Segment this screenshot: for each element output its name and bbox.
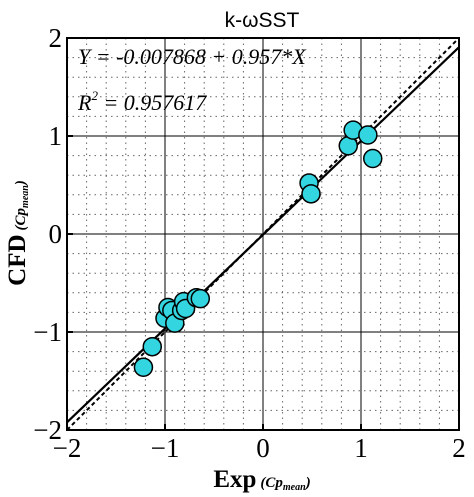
data-points <box>133 120 383 378</box>
x-axis-label-sub: (Cp <box>260 475 283 491</box>
regression-lines <box>66 37 460 431</box>
data-point <box>133 357 154 378</box>
y-axis-label-close: ) <box>13 180 29 187</box>
data-point <box>358 125 378 145</box>
y-tick-label: 0 <box>49 219 63 249</box>
annotation-r2-exponent: 2 <box>91 88 98 103</box>
data-point <box>142 336 163 357</box>
x-axis-label-main: Exp <box>213 466 256 493</box>
y-tick-label: −2 <box>33 415 62 445</box>
reference-line <box>66 37 460 431</box>
x-axis-label-close: ) <box>304 475 311 491</box>
chart-title: k-ωSST <box>225 9 300 32</box>
annotation-r2-value: = 0.957617 <box>98 90 207 115</box>
data-point <box>301 184 321 204</box>
y-tick-label: 2 <box>49 23 63 53</box>
y-axis-label-main: CFD <box>4 234 31 285</box>
x-tick-label: 2 <box>452 433 466 463</box>
annotation-r2-label: R <box>77 90 92 115</box>
y-tick-label: 1 <box>49 121 63 151</box>
x-tick-label: −2 <box>53 433 82 463</box>
y-tick-label: −1 <box>33 317 62 347</box>
x-tick-label: −1 <box>151 433 180 463</box>
y-axis-label-sub: (Cp <box>13 207 29 230</box>
x-axis-label: Exp (Cpmean) <box>213 466 310 493</box>
annotation-equation: Y = -0.007868 + 0.957*X <box>78 44 307 69</box>
y-axis-label: CFD (Cpmean) <box>4 180 31 286</box>
annotation-r2: R2 = 0.957617 <box>77 88 207 115</box>
axis-ticks: −2 −1 0 1 2 −2 −1 0 1 2 <box>33 23 465 463</box>
x-tick-label: 1 <box>354 433 368 463</box>
x-axis-label-subsub: mean <box>283 482 306 493</box>
data-point <box>363 148 383 169</box>
x-tick-label: 0 <box>256 433 270 463</box>
y-axis-label-subsub: mean <box>20 185 31 208</box>
data-point <box>190 288 211 309</box>
